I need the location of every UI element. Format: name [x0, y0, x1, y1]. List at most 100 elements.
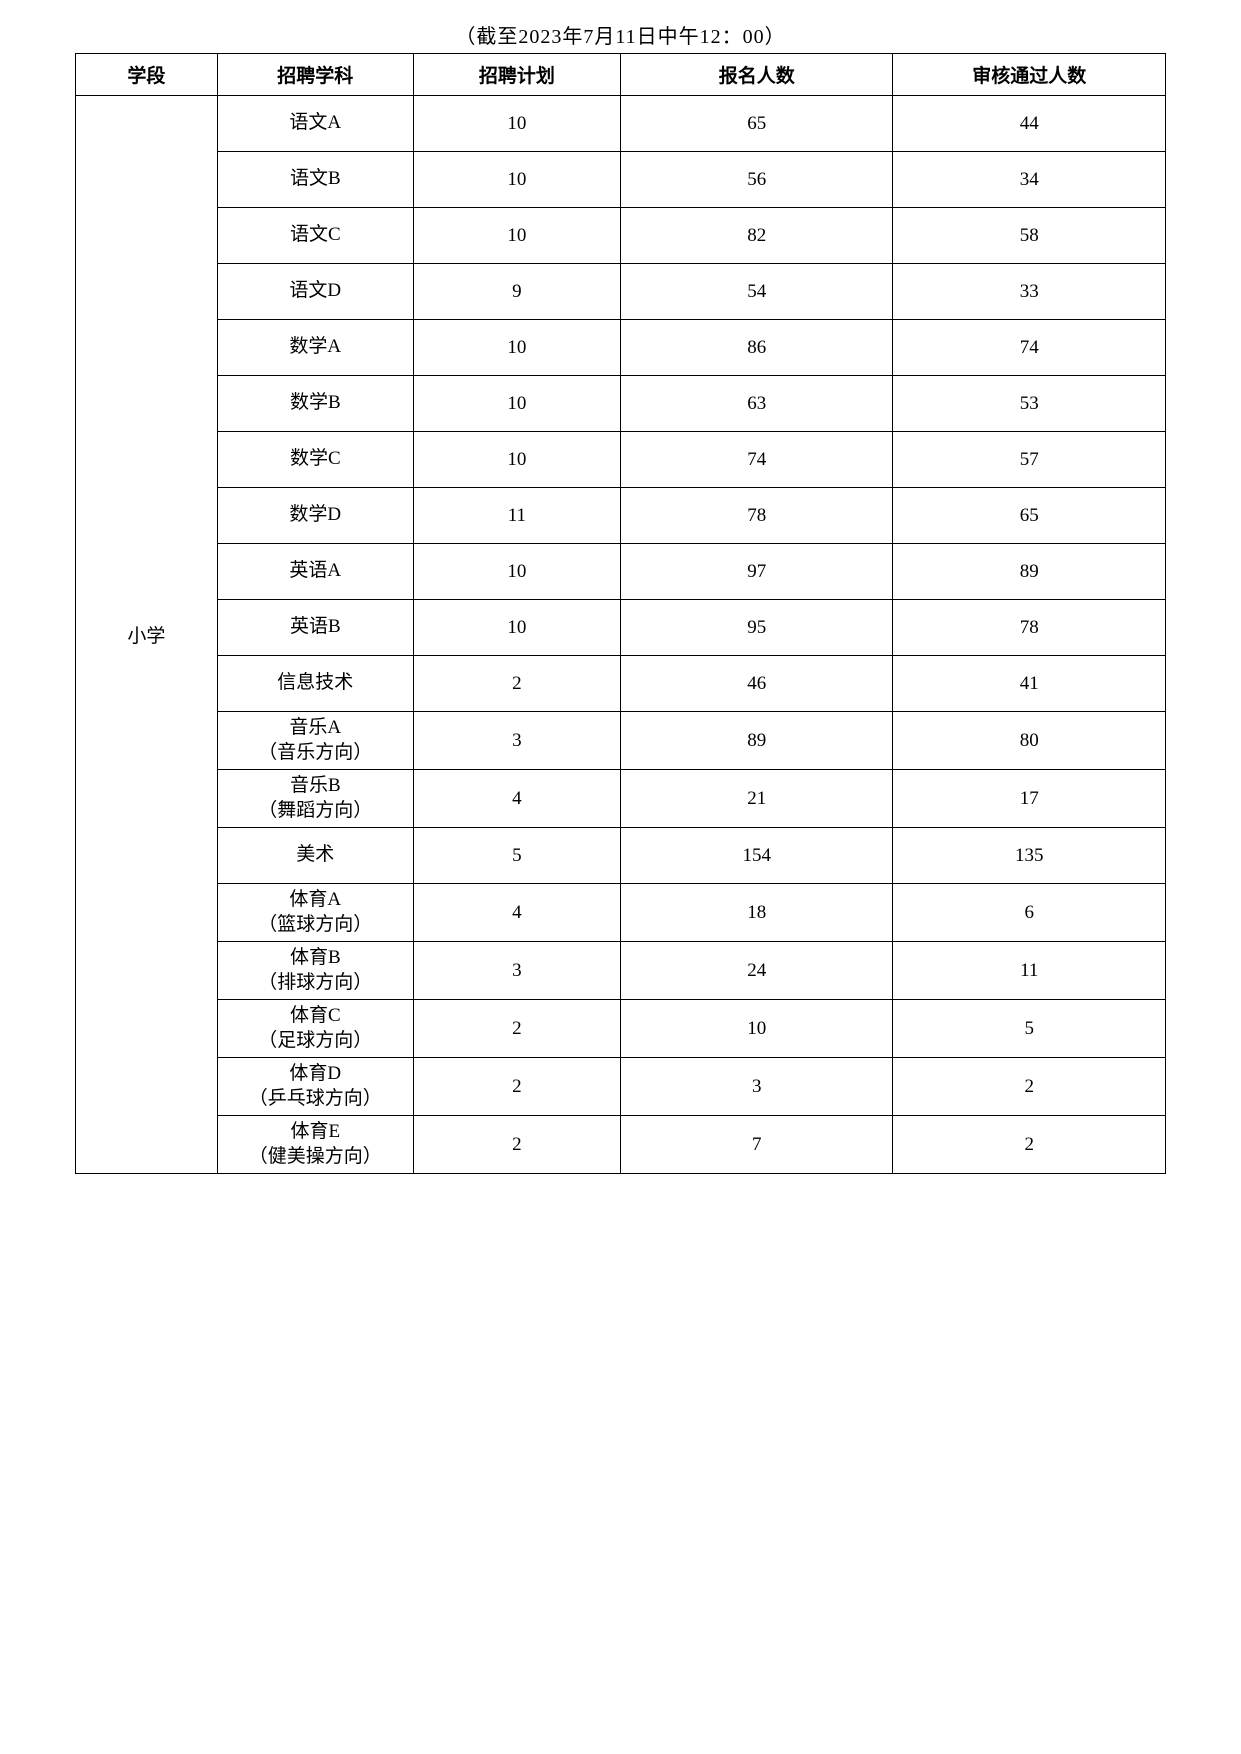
- approved-cell: 65: [893, 488, 1166, 544]
- subject-cell: 音乐A（音乐方向）: [217, 712, 413, 770]
- recruitment-table: 学段 招聘学科 招聘计划 报名人数 审核通过人数 小学语文A106544语文B1…: [75, 53, 1166, 1174]
- plan-cell: 9: [413, 264, 620, 320]
- approved-cell: 11: [893, 942, 1166, 1000]
- subject-cell: 语文C: [217, 208, 413, 264]
- plan-cell: 5: [413, 828, 620, 884]
- table-caption: （截至2023年7月11日中午12：00）: [75, 20, 1166, 49]
- approved-cell: 135: [893, 828, 1166, 884]
- applicants-cell: 86: [620, 320, 893, 376]
- plan-cell: 10: [413, 96, 620, 152]
- applicants-cell: 7: [620, 1116, 893, 1174]
- plan-cell: 4: [413, 884, 620, 942]
- approved-cell: 80: [893, 712, 1166, 770]
- table-row: 语文D95433: [76, 264, 1166, 320]
- plan-cell: 2: [413, 1058, 620, 1116]
- approved-cell: 34: [893, 152, 1166, 208]
- approved-cell: 58: [893, 208, 1166, 264]
- table-row: 数学B106353: [76, 376, 1166, 432]
- table-row: 数学A108674: [76, 320, 1166, 376]
- applicants-cell: 3: [620, 1058, 893, 1116]
- subject-cell: 体育E（健美操方向）: [217, 1116, 413, 1174]
- approved-cell: 33: [893, 264, 1166, 320]
- subject-cell: 数学C: [217, 432, 413, 488]
- table-header-row: 学段 招聘学科 招聘计划 报名人数 审核通过人数: [76, 54, 1166, 96]
- applicants-cell: 63: [620, 376, 893, 432]
- table-row: 英语A109789: [76, 544, 1166, 600]
- plan-cell: 4: [413, 770, 620, 828]
- applicants-cell: 74: [620, 432, 893, 488]
- approved-cell: 5: [893, 1000, 1166, 1058]
- table-row: 美术5154135: [76, 828, 1166, 884]
- applicants-cell: 82: [620, 208, 893, 264]
- plan-cell: 2: [413, 656, 620, 712]
- stage-cell: 小学: [76, 96, 218, 1174]
- table-row: 小学语文A106544: [76, 96, 1166, 152]
- table-row: 音乐A（音乐方向）38980: [76, 712, 1166, 770]
- table-row: 体育C（足球方向）2105: [76, 1000, 1166, 1058]
- applicants-cell: 24: [620, 942, 893, 1000]
- subject-cell: 音乐B（舞蹈方向）: [217, 770, 413, 828]
- approved-cell: 2: [893, 1058, 1166, 1116]
- table-row: 体育B（排球方向）32411: [76, 942, 1166, 1000]
- table-row: 数学D117865: [76, 488, 1166, 544]
- subject-cell: 数学B: [217, 376, 413, 432]
- approved-cell: 57: [893, 432, 1166, 488]
- table-row: 英语B109578: [76, 600, 1166, 656]
- table-row: 数学C107457: [76, 432, 1166, 488]
- subject-cell: 美术: [217, 828, 413, 884]
- header-plan: 招聘计划: [413, 54, 620, 96]
- approved-cell: 17: [893, 770, 1166, 828]
- applicants-cell: 89: [620, 712, 893, 770]
- plan-cell: 10: [413, 376, 620, 432]
- table-row: 体育D（乒乓球方向）232: [76, 1058, 1166, 1116]
- subject-cell: 数学A: [217, 320, 413, 376]
- plan-cell: 10: [413, 544, 620, 600]
- subject-cell: 体育A（篮球方向）: [217, 884, 413, 942]
- subject-cell: 语文B: [217, 152, 413, 208]
- table-row: 音乐B（舞蹈方向）42117: [76, 770, 1166, 828]
- approved-cell: 6: [893, 884, 1166, 942]
- applicants-cell: 56: [620, 152, 893, 208]
- subject-cell: 体育C（足球方向）: [217, 1000, 413, 1058]
- applicants-cell: 21: [620, 770, 893, 828]
- subject-cell: 语文D: [217, 264, 413, 320]
- header-stage: 学段: [76, 54, 218, 96]
- table-row: 语文B105634: [76, 152, 1166, 208]
- table-row: 信息技术24641: [76, 656, 1166, 712]
- applicants-cell: 10: [620, 1000, 893, 1058]
- approved-cell: 44: [893, 96, 1166, 152]
- header-subject: 招聘学科: [217, 54, 413, 96]
- approved-cell: 74: [893, 320, 1166, 376]
- applicants-cell: 95: [620, 600, 893, 656]
- applicants-cell: 65: [620, 96, 893, 152]
- approved-cell: 53: [893, 376, 1166, 432]
- applicants-cell: 154: [620, 828, 893, 884]
- plan-cell: 3: [413, 942, 620, 1000]
- table-row: 体育A（篮球方向）4186: [76, 884, 1166, 942]
- plan-cell: 10: [413, 600, 620, 656]
- header-approved: 审核通过人数: [893, 54, 1166, 96]
- plan-cell: 2: [413, 1116, 620, 1174]
- applicants-cell: 78: [620, 488, 893, 544]
- subject-cell: 体育D（乒乓球方向）: [217, 1058, 413, 1116]
- header-applicants: 报名人数: [620, 54, 893, 96]
- subject-cell: 英语A: [217, 544, 413, 600]
- subject-cell: 数学D: [217, 488, 413, 544]
- approved-cell: 2: [893, 1116, 1166, 1174]
- table-row: 语文C108258: [76, 208, 1166, 264]
- plan-cell: 10: [413, 320, 620, 376]
- plan-cell: 10: [413, 152, 620, 208]
- subject-cell: 语文A: [217, 96, 413, 152]
- approved-cell: 78: [893, 600, 1166, 656]
- plan-cell: 3: [413, 712, 620, 770]
- approved-cell: 41: [893, 656, 1166, 712]
- applicants-cell: 46: [620, 656, 893, 712]
- table-row: 体育E（健美操方向）272: [76, 1116, 1166, 1174]
- applicants-cell: 54: [620, 264, 893, 320]
- plan-cell: 10: [413, 208, 620, 264]
- applicants-cell: 18: [620, 884, 893, 942]
- applicants-cell: 97: [620, 544, 893, 600]
- plan-cell: 10: [413, 432, 620, 488]
- approved-cell: 89: [893, 544, 1166, 600]
- subject-cell: 体育B（排球方向）: [217, 942, 413, 1000]
